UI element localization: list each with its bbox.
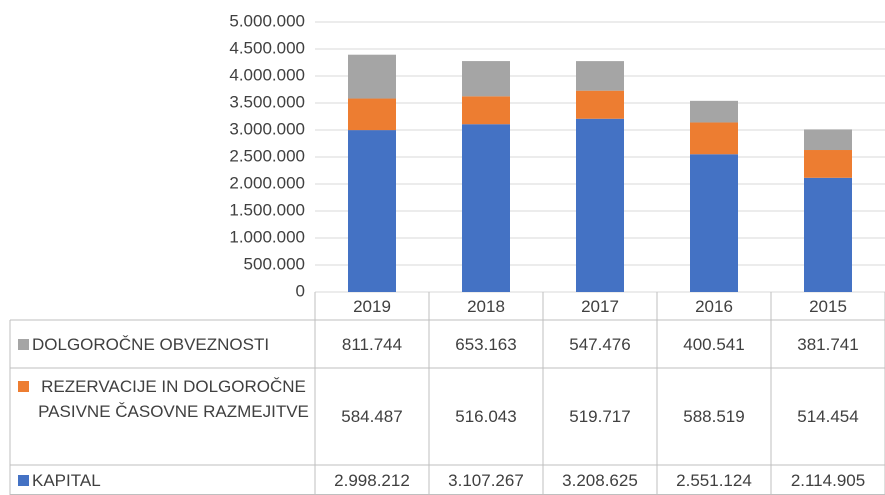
y-tick-label: 1.500.000	[229, 200, 305, 219]
table-value: 811.744	[341, 334, 403, 354]
y-tick-label: 5.000.000	[229, 11, 305, 30]
table-value: 588.519	[683, 407, 745, 426]
table-value: 653.163	[455, 334, 517, 354]
bar-segment	[462, 124, 510, 292]
legend-swatch	[18, 474, 29, 486]
bar-segment	[690, 122, 738, 155]
y-tick-label: 1.000.000	[229, 227, 305, 246]
table-value: 2.551.124	[676, 470, 752, 490]
legend-swatch	[18, 338, 29, 350]
table-value: 381.741	[797, 334, 859, 354]
legend-label: DOLGOROČNE OBVEZNOSTI	[32, 334, 270, 354]
table-value: 514.454	[797, 407, 859, 426]
table-value: 2.114.905	[790, 470, 866, 490]
y-tick-label: 2.000.000	[229, 173, 305, 192]
bar-segment	[348, 54, 396, 99]
bar-segment	[462, 96, 510, 125]
legend-label: REZERVACIJE IN DOLGOROČNE PASIVNE ČASOVN…	[38, 377, 309, 421]
y-tick-label: 3.000.000	[229, 119, 305, 138]
bar-segment	[690, 154, 738, 292]
y-tick-label: 0	[296, 281, 305, 300]
table-header: 2019	[353, 296, 391, 316]
table-header: 2018	[467, 296, 505, 316]
y-tick-label: 3.500.000	[229, 92, 305, 111]
table-value: 519.717	[569, 407, 631, 426]
legend-entry: KAPITAL	[10, 465, 315, 495]
legend-swatch	[18, 381, 29, 392]
table-value: 3.107.267	[448, 470, 524, 490]
bar-segment	[462, 61, 510, 97]
bar-segment	[576, 90, 624, 119]
table-header: 2016	[695, 296, 733, 316]
table-value: 3.208.625	[562, 470, 638, 490]
table-value: 2.998.212	[334, 470, 410, 490]
y-tick-label: 2.500.000	[229, 146, 305, 165]
legend-entry: DOLGOROČNE OBVEZNOSTI	[10, 320, 315, 368]
bar-segment	[348, 98, 396, 131]
table-header: 2017	[581, 296, 619, 316]
y-tick-label: 4.000.000	[229, 65, 305, 84]
legend-entry: REZERVACIJE IN DOLGOROČNE PASIVNE ČASOVN…	[10, 368, 315, 465]
bar-segment	[690, 100, 738, 123]
y-tick-label: 4.500.000	[229, 38, 305, 57]
table-value: 516.043	[455, 407, 517, 426]
table-value: 547.476	[569, 334, 631, 354]
bar-segment	[804, 150, 852, 178]
bar-segment	[804, 129, 852, 151]
bar-segment	[804, 177, 852, 292]
bar-segment	[348, 130, 396, 292]
bar-segment	[576, 118, 624, 292]
y-tick-label: 500.000	[244, 254, 305, 273]
bar-segment	[576, 61, 624, 91]
legend-label: KAPITAL	[32, 470, 101, 490]
table-value: 400.541	[683, 334, 745, 354]
table-value: 584.487	[341, 407, 403, 426]
table-header: 2015	[809, 296, 847, 316]
